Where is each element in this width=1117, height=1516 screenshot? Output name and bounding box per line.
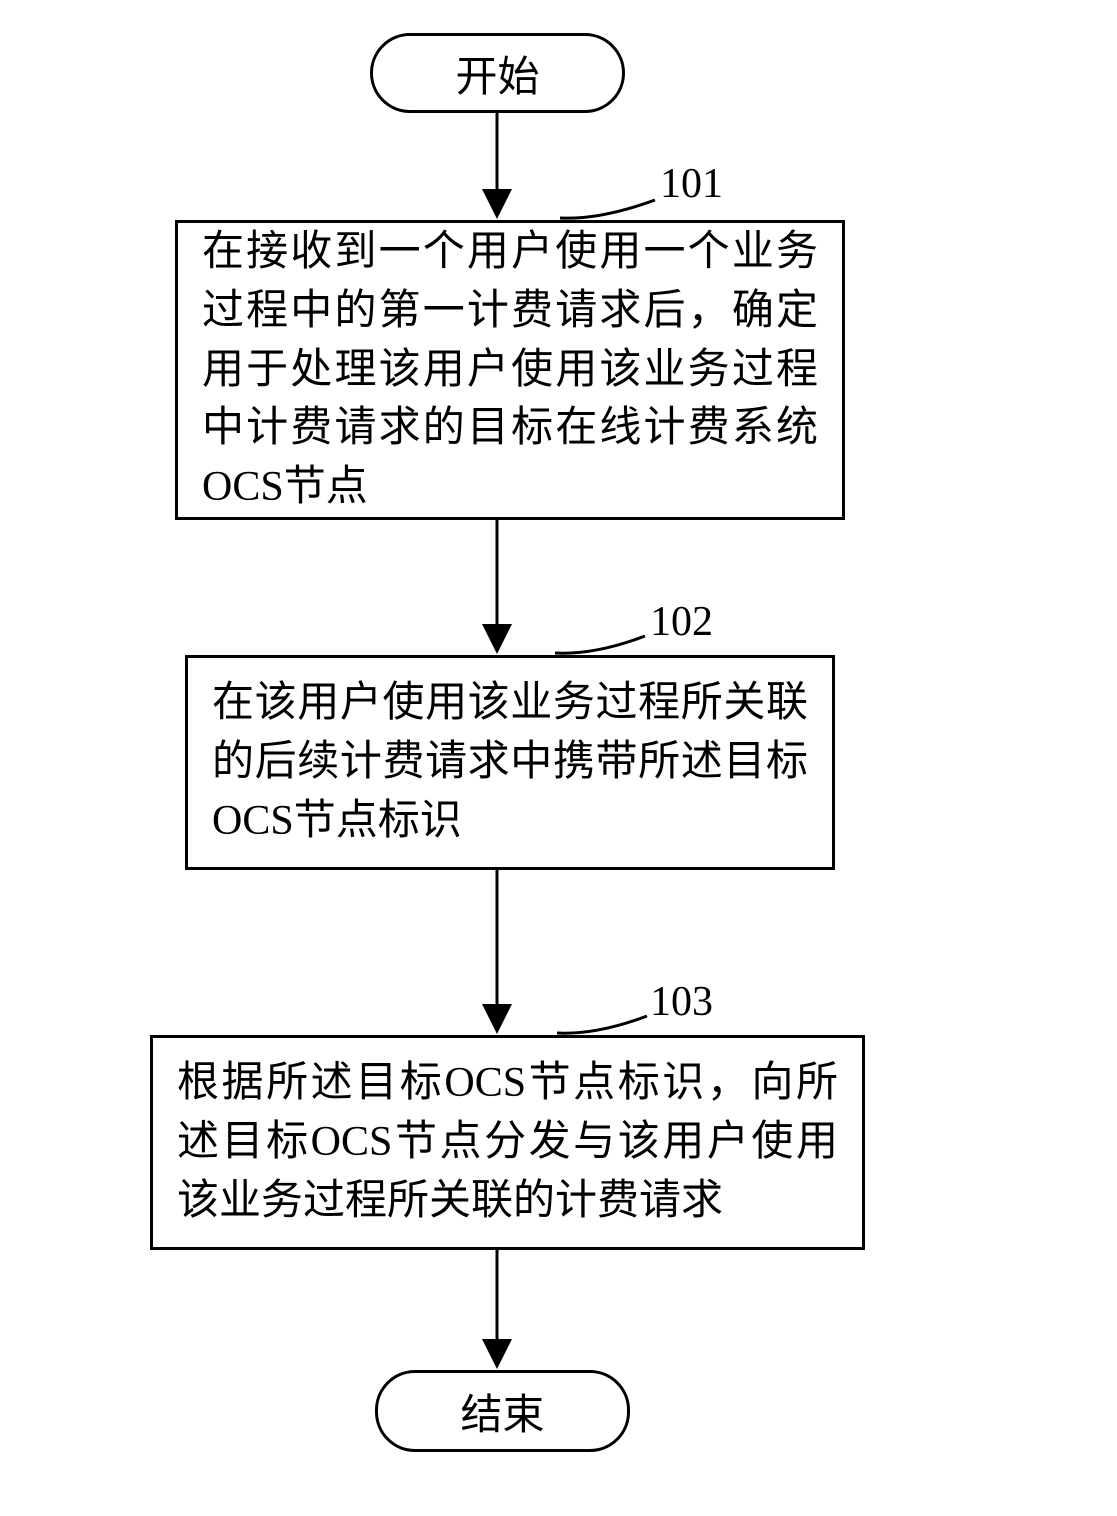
step-label-101: 101 [660, 160, 723, 208]
process-step-2-text: 在该用户使用该业务过程所关联的后续计费请求中携带所述目标OCS节点标识 [212, 674, 808, 850]
end-terminal: 结束 [375, 1370, 630, 1452]
end-label: 结束 [460, 1381, 544, 1442]
process-step-3: 根据所述目标OCS节点标识，向所述目标OCS节点分发与该用户使用该业务过程所关联… [150, 1035, 865, 1250]
process-step-1-text: 在接收到一个用户使用一个业务过程中的第一计费请求后，确定用于处理该用户使用该业务… [202, 223, 818, 517]
flowchart-container: 开始 在接收到一个用户使用一个业务过程中的第一计费请求后，确定用于处理该用户使用… [0, 0, 1117, 1516]
process-step-1: 在接收到一个用户使用一个业务过程中的第一计费请求后，确定用于处理该用户使用该业务… [175, 220, 845, 520]
leader-102 [555, 636, 645, 653]
start-label: 开始 [455, 43, 539, 104]
process-step-2: 在该用户使用该业务过程所关联的后续计费请求中携带所述目标OCS节点标识 [185, 655, 835, 870]
process-step-3-text: 根据所述目标OCS节点标识，向所述目标OCS节点分发与该用户使用该业务过程所关联… [177, 1054, 838, 1230]
step-label-102: 102 [650, 598, 713, 646]
leader-101 [560, 200, 655, 218]
start-terminal: 开始 [370, 33, 625, 113]
leader-103 [557, 1016, 647, 1033]
step-label-103: 103 [650, 978, 713, 1026]
